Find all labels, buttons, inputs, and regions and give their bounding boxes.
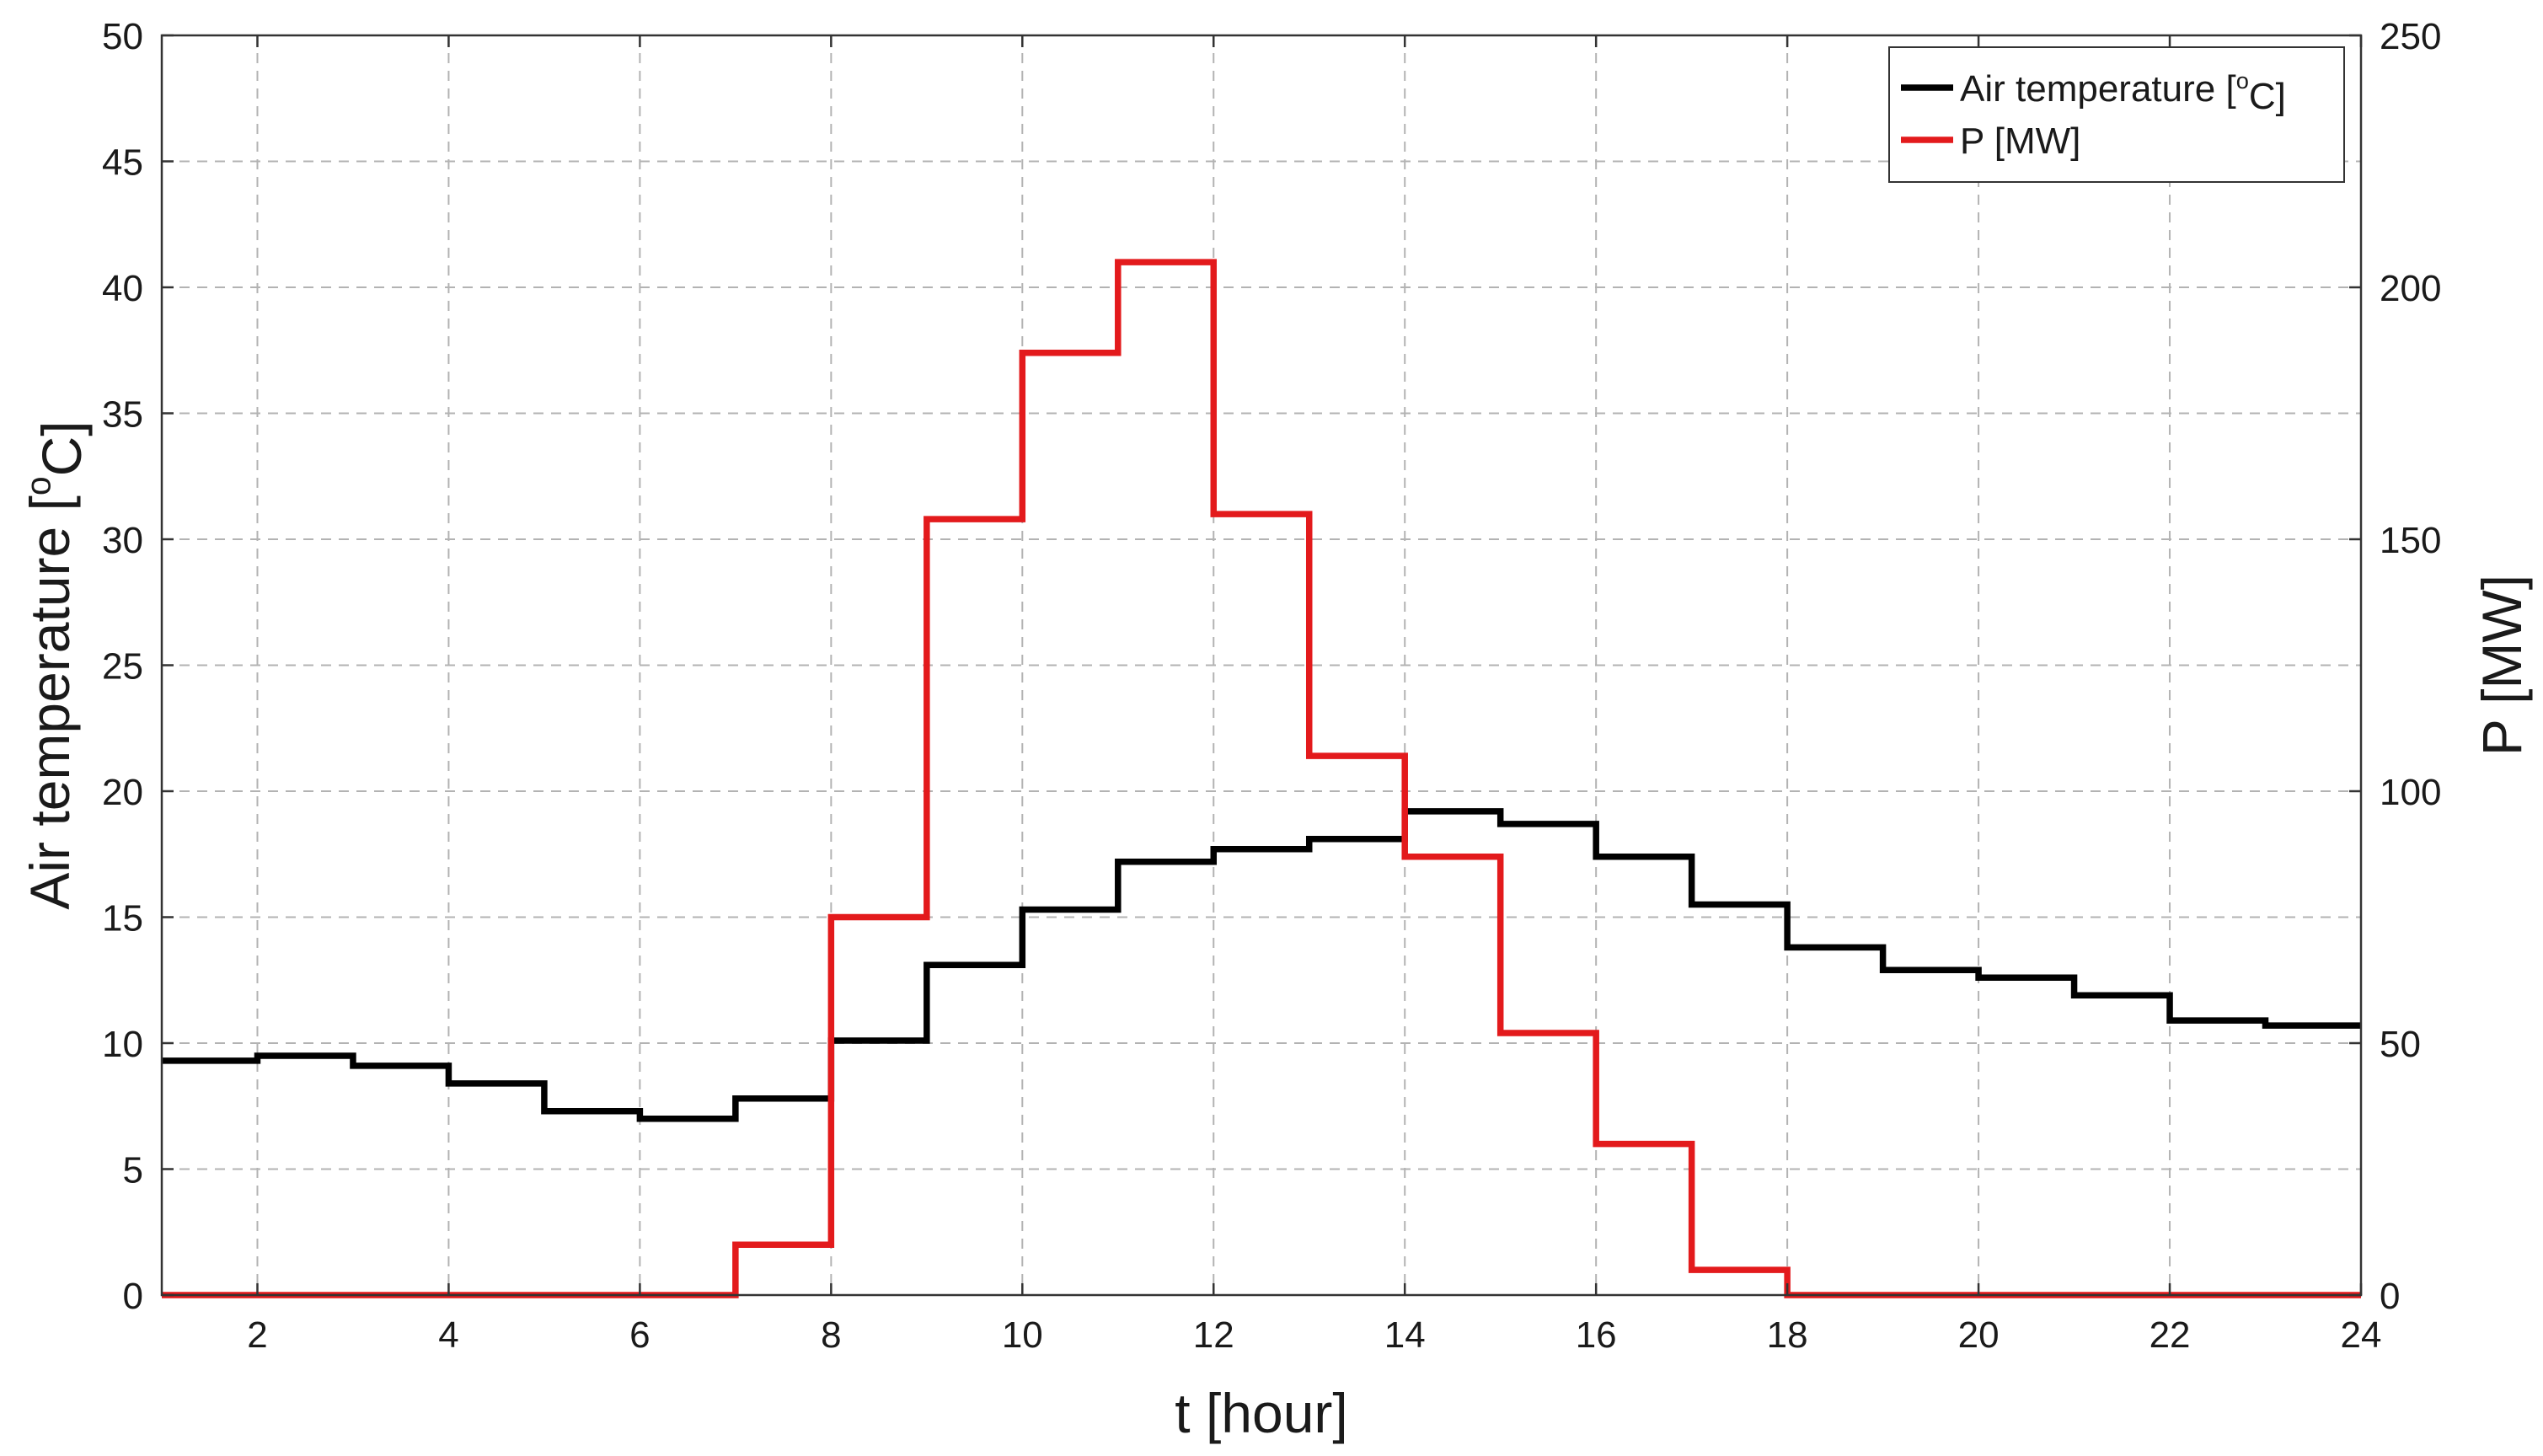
series-0-point-22 bbox=[2265, 1025, 2266, 1026]
legend-label-1: P [MW] bbox=[1960, 120, 2080, 162]
x-tick-label-2: 6 bbox=[629, 1314, 650, 1356]
series-0-point-14 bbox=[1500, 823, 1501, 824]
legend-box bbox=[1888, 46, 2345, 183]
series-0-point-21 bbox=[2170, 1020, 2171, 1021]
series-1-point-15 bbox=[1596, 1143, 1597, 1144]
x-tick-label-8: 18 bbox=[1767, 1314, 1808, 1356]
x-tick-label-4: 10 bbox=[1002, 1314, 1043, 1356]
y-left-tick-label-2: 10 bbox=[102, 1024, 143, 1065]
series-1-point-11 bbox=[1213, 514, 1214, 515]
series-0-point-19 bbox=[1978, 977, 1979, 978]
y-left-axis-title: Air temperature [oC] bbox=[19, 420, 93, 909]
series-line-0 bbox=[162, 808, 2361, 1122]
y-right-axis-title: P [MW] bbox=[2471, 575, 2533, 756]
series-1-point-14 bbox=[1500, 1033, 1501, 1034]
label-layer: t [hour] Air temperature [oC] P [MW] bbox=[19, 420, 2533, 1444]
y-right-tick-label-4: 200 bbox=[2380, 268, 2441, 309]
y-left-axis-title-main: Air temperature [ bbox=[19, 495, 81, 910]
series-0-point-17 bbox=[1787, 947, 1788, 948]
legend-label-0-main: Air temperature [ bbox=[1960, 68, 2236, 110]
x-tick-label-7: 16 bbox=[1576, 1314, 1617, 1356]
x-tick-label-11: 24 bbox=[2341, 1314, 2382, 1356]
series-0-point-16 bbox=[1691, 904, 1692, 905]
legend-label-0: Air temperature [oC] bbox=[1960, 67, 2286, 117]
y-left-tick-label-6: 30 bbox=[102, 520, 143, 561]
y-right-tick-label-0: 0 bbox=[2380, 1276, 2400, 1317]
series-0-point-20 bbox=[2074, 995, 2075, 996]
legend-label-1-main: P [MW] bbox=[1960, 120, 2080, 162]
y-right-tick-label-5: 250 bbox=[2380, 16, 2441, 57]
x-tick-label-1: 4 bbox=[438, 1314, 458, 1356]
y-left-tick-label-4: 20 bbox=[102, 772, 143, 813]
x-tick-label-5: 12 bbox=[1193, 1314, 1234, 1356]
x-tick-label-9: 20 bbox=[1958, 1314, 2000, 1356]
series-0-point-18 bbox=[1882, 970, 1883, 971]
y-right-tick-label-1: 50 bbox=[2380, 1024, 2421, 1065]
y-left-tick-label-8: 40 bbox=[102, 268, 143, 309]
series-1-point-9 bbox=[1022, 352, 1023, 353]
series-1-point-7 bbox=[831, 917, 832, 918]
series-0-point-6 bbox=[735, 1098, 736, 1099]
x-tick-label-10: 22 bbox=[2150, 1314, 2191, 1356]
series-0-point-11 bbox=[1213, 848, 1214, 849]
series-1-point-8 bbox=[926, 519, 927, 520]
y-left-tick-label-10: 50 bbox=[102, 16, 143, 57]
y-right-tick-label-2: 100 bbox=[2380, 772, 2441, 813]
tick-layer: 2 4 6 8 10 12 14 16 18 20 22 2405101520253035404550… bbox=[102, 16, 2441, 1356]
legend-label-0-sup: o bbox=[2236, 67, 2249, 94]
y-left-tick-label-0: 0 bbox=[123, 1276, 143, 1317]
y-right-tick-label-3: 150 bbox=[2380, 520, 2441, 561]
series-0-point-3 bbox=[448, 1083, 449, 1084]
y-left-axis-title-sup: o bbox=[19, 476, 57, 495]
series-0-point-10 bbox=[1117, 861, 1118, 862]
series-0-point-9 bbox=[1022, 909, 1023, 910]
x-tick-label-0: 2 bbox=[247, 1314, 267, 1356]
series-0-point-8 bbox=[926, 965, 927, 966]
series-1-point-16 bbox=[1691, 1270, 1692, 1271]
series-1-point-10 bbox=[1117, 262, 1118, 263]
series-0-point-2 bbox=[352, 1065, 353, 1066]
x-tick-label-6: 14 bbox=[1384, 1314, 1426, 1356]
series-0-point-15 bbox=[1596, 856, 1597, 857]
y-left-tick-label-7: 35 bbox=[102, 394, 143, 436]
y-left-tick-label-9: 45 bbox=[102, 142, 143, 184]
x-axis-title: t [hour] bbox=[1175, 1382, 1347, 1444]
series-0-point-1 bbox=[257, 1055, 258, 1056]
legend: Air temperature [oC]P [MW] bbox=[1888, 46, 2345, 183]
y-left-tick-label-5: 25 bbox=[102, 646, 143, 688]
y-left-tick-label-3: 15 bbox=[102, 898, 143, 939]
y-left-axis-title-tail: C] bbox=[30, 420, 93, 476]
y-left-tick-label-1: 5 bbox=[123, 1150, 143, 1191]
legend-label-0-tail: C] bbox=[2249, 76, 2286, 117]
x-tick-label-3: 8 bbox=[821, 1314, 841, 1356]
